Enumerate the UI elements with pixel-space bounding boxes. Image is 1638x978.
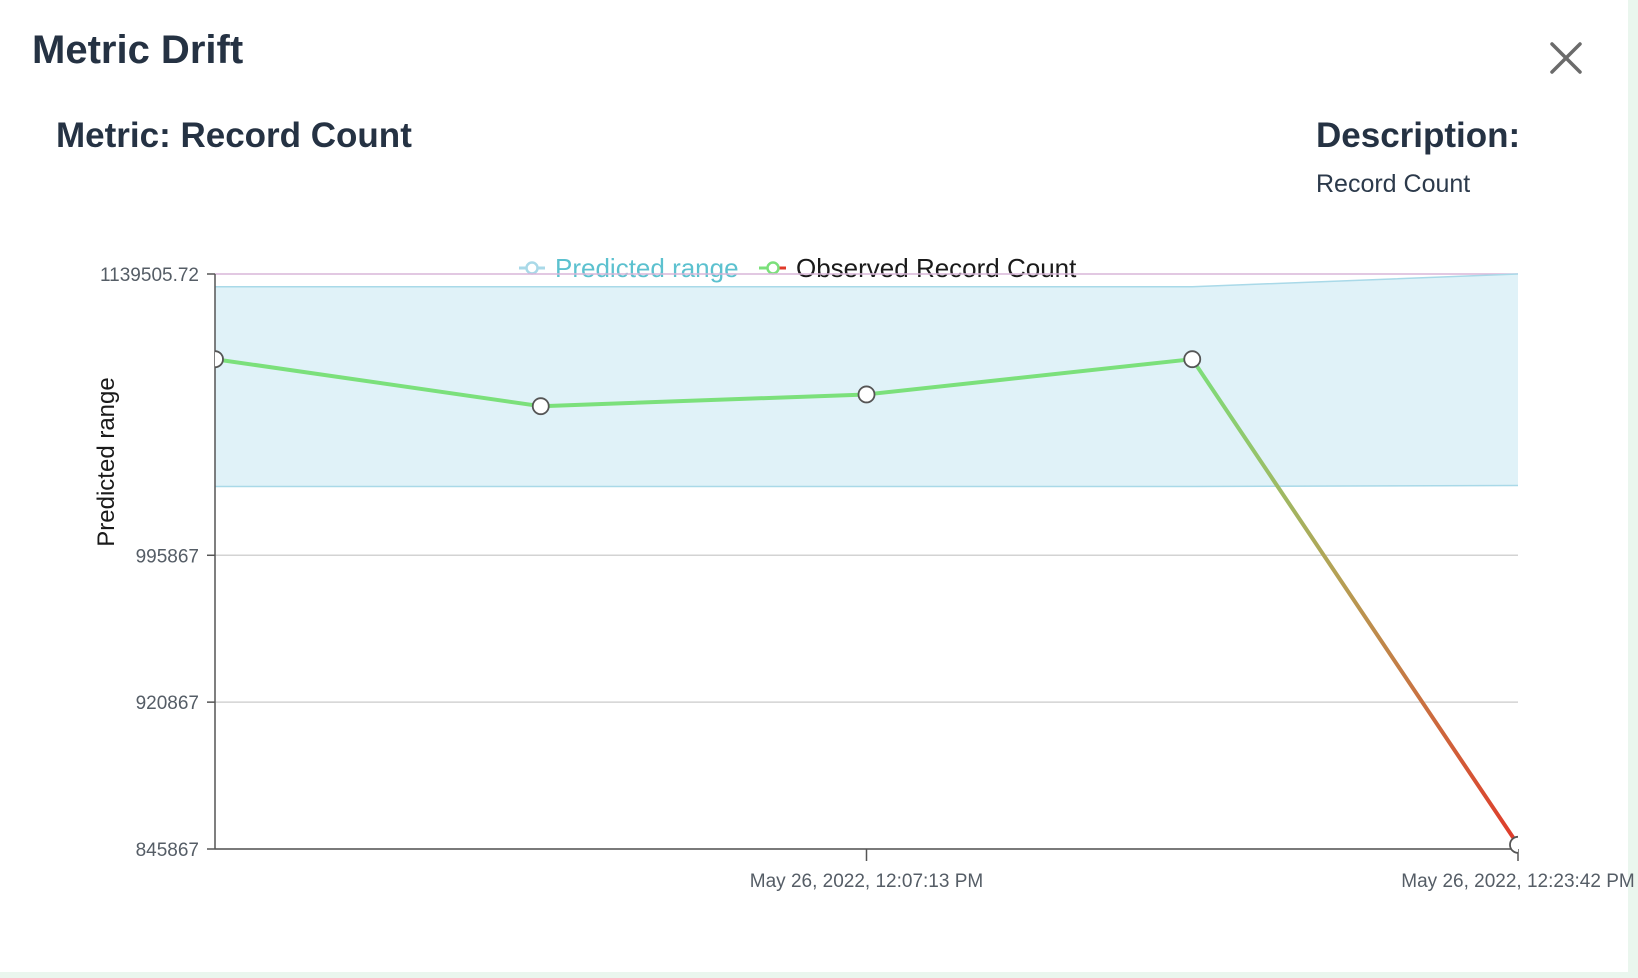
observed-line-segment [215,357,543,409]
predicted-range-lower [215,484,1519,488]
legend-marker-icon [525,261,539,275]
modal-title: Metric Drift [32,28,244,72]
observed-point[interactable] [857,385,876,404]
legend-label-predicted: Predicted range [555,253,739,283]
legend-item-observed[interactable]: Observed Record Count [759,253,1077,283]
x-tick-label: May 26, 2022, 12:23:42 PM [1401,871,1634,892]
close-button[interactable] [1544,36,1588,80]
y-tick-label: 845867 [136,840,199,861]
chart-legend: Predicted range Observed Record Count [519,253,1077,283]
legend-label-observed: Observed Record Count [796,253,1077,283]
x-tick-labels: May 26, 2022, 12:07:13 PM May 26, 2022, 1… [750,849,1635,892]
observed-line-segment [1190,357,1518,847]
observed-point[interactable] [531,397,550,416]
observed-line-segment [538,392,869,409]
legend-marker-icon [766,261,780,275]
y-tick-labels: 1139505.72 995867 920867 845867 [100,265,215,861]
observed-line-segment [864,357,1195,397]
observed-point[interactable] [1183,350,1202,369]
predicted-range-upper [215,273,1519,288]
y-tick-label: 1139505.72 [100,265,199,286]
x-tick-label: May 26, 2022, 12:07:13 PM [750,871,983,892]
predicted-range-band [215,274,1518,487]
y-axis-title: Predicted range [93,377,120,546]
observed-point[interactable] [207,350,224,369]
y-tick-label: 995867 [136,546,199,567]
metric-drift-chart: Predicted range Observed Record Count 11… [93,253,1635,892]
legend-item-predicted-range[interactable]: Predicted range [519,253,739,283]
observed-markers [207,350,1526,854]
metric-name: Metric: Record Count [56,116,412,155]
y-tick-label: 920867 [136,693,199,714]
close-icon [1550,42,1582,74]
description-label: Description: [1316,116,1521,155]
observed-series [215,357,1518,847]
description-value: Record Count [1316,170,1471,198]
observed-point[interactable] [1509,835,1526,854]
